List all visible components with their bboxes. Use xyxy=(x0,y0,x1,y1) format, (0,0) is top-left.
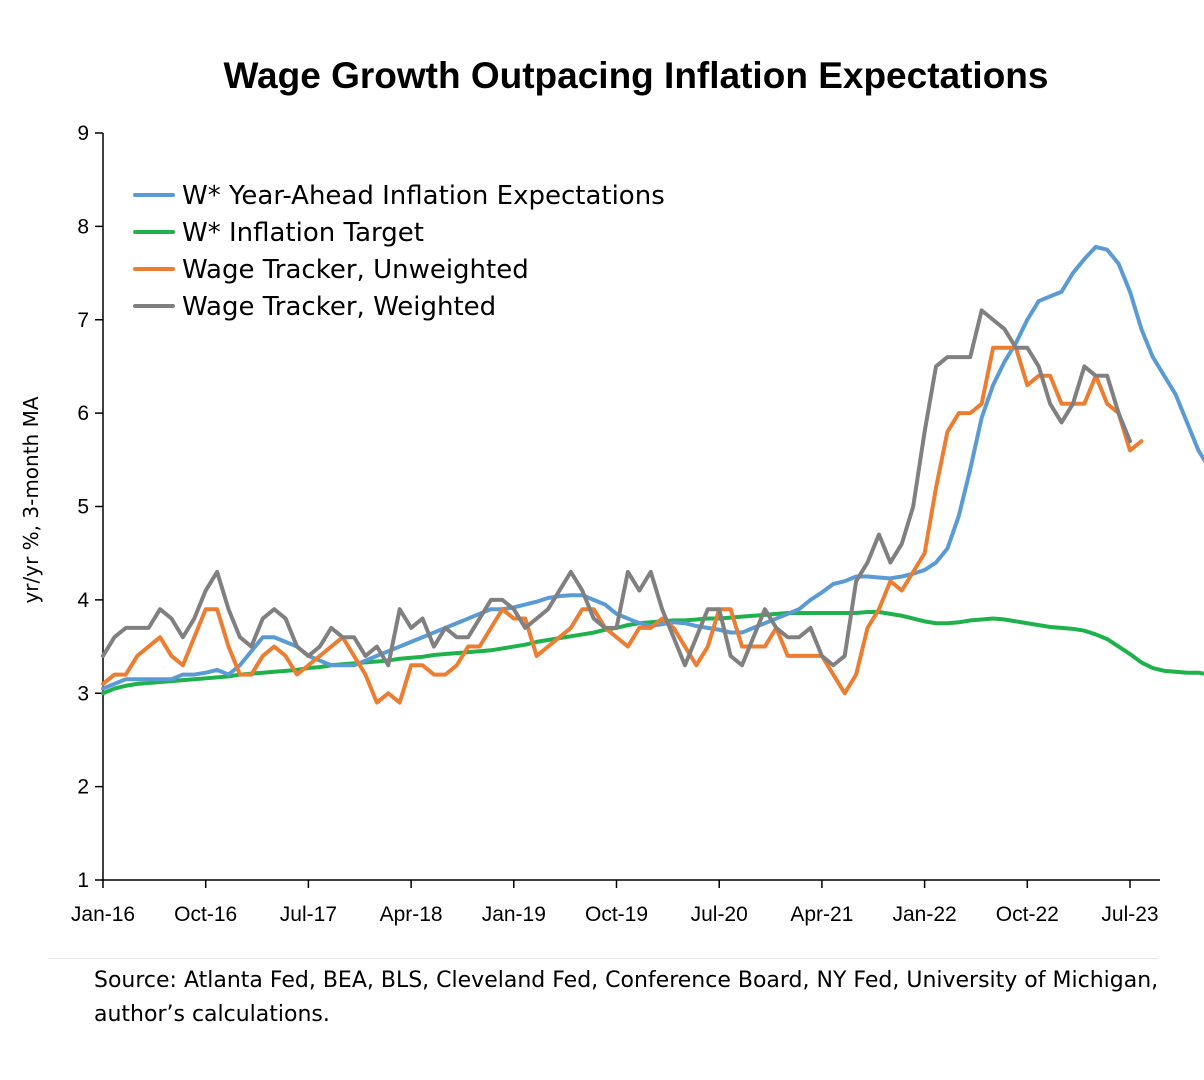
x-tick-label: Oct-16 xyxy=(174,903,237,926)
x-tick-label: Jul-23 xyxy=(1101,903,1158,926)
y-axis: 1 2 3 4 5 6 7 8 9 xyxy=(77,122,103,892)
x-tick-label: Jan-22 xyxy=(892,903,956,926)
plot-area xyxy=(101,244,1204,705)
y-tick-label: 9 xyxy=(77,122,89,145)
x-tick-label: Jan-19 xyxy=(482,903,546,926)
x-tick-label: Jul-17 xyxy=(280,903,337,926)
legend: W* Year-Ahead Inflation Expectations W* I… xyxy=(133,181,665,322)
y-tick-label: 7 xyxy=(77,309,89,332)
legend-label: Wage Tracker, Weighted xyxy=(182,292,496,322)
series-line-wage-tracker-unweighted xyxy=(101,345,1144,705)
source-divider xyxy=(48,958,1158,959)
x-tick-label: Jul-20 xyxy=(691,903,748,926)
x-tick-label: Apr-21 xyxy=(790,903,853,926)
y-tick-label: 5 xyxy=(77,496,89,519)
y-tick-label: 6 xyxy=(77,402,89,425)
source-note: Source: Atlanta Fed, BEA, BLS, Cleveland… xyxy=(94,968,1159,1027)
y-tick-label: 2 xyxy=(77,776,89,799)
x-tick-label: Oct-22 xyxy=(996,903,1059,926)
y-tick-label: 4 xyxy=(77,589,89,612)
legend-label: W* Inflation Target xyxy=(182,218,424,248)
y-tick-label: 8 xyxy=(77,215,89,238)
x-tick-label: Oct-19 xyxy=(585,903,648,926)
x-tick-label: Apr-18 xyxy=(380,903,443,926)
y-axis-label: yr/yr %, 3-month MA xyxy=(19,396,43,603)
x-axis: Jan-16 Oct-16 Jul-17 Apr-18 Jan-19 Oct-19 Jul-… xyxy=(71,880,1159,926)
series-line-wage-tracker-weighted xyxy=(101,308,1132,668)
legend-label: W* Year-Ahead Inflation Expectations xyxy=(182,181,665,211)
y-tick-label: 1 xyxy=(77,869,89,892)
chart-title: Wage Growth Outpacing Inflation Expectat… xyxy=(223,55,1048,96)
legend-label: Wage Tracker, Unweighted xyxy=(182,255,529,285)
y-tick-label: 3 xyxy=(77,682,89,705)
x-tick-label: Jan-16 xyxy=(71,903,135,926)
